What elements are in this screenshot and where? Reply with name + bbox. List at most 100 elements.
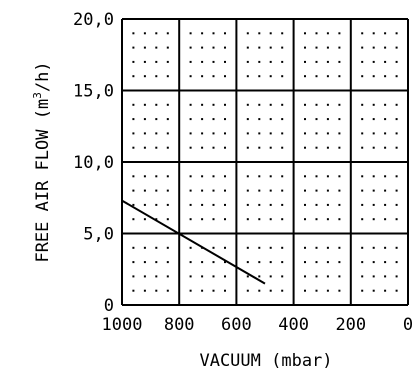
grid-dot (315, 175, 318, 178)
grid-dot (224, 118, 226, 121)
grid-dot (212, 118, 215, 121)
grid-dot (315, 189, 318, 192)
grid-dot (326, 289, 329, 292)
grid-dot (281, 246, 284, 249)
grid-dot (304, 246, 306, 249)
grid-dot (372, 261, 375, 264)
grid-dot (372, 103, 375, 106)
grid-dot (338, 60, 341, 63)
grid-dot (338, 203, 341, 206)
grid-dot (155, 132, 158, 135)
grid-dot (372, 175, 375, 178)
x-tick-label: 800 (164, 315, 195, 335)
grid-dot (201, 189, 204, 192)
grid-dot (143, 289, 146, 292)
grid-dot (395, 189, 398, 192)
grid-dot (395, 75, 398, 78)
grid-dot (189, 289, 192, 292)
grid-dot (384, 175, 387, 178)
grid-dot (315, 261, 318, 264)
grid-dot (132, 75, 135, 78)
grid-dot (143, 118, 146, 121)
grid-dot (281, 275, 284, 278)
grid-dot (384, 261, 387, 264)
grid-dot (269, 289, 272, 292)
grid-dot (338, 103, 341, 106)
grid-dot (224, 132, 226, 135)
grid-dot (201, 203, 204, 206)
grid-dot (258, 261, 261, 264)
grid-dot (372, 289, 375, 292)
grid-dot (132, 175, 135, 178)
grid-dot (224, 275, 226, 278)
grid-dot (155, 118, 158, 121)
grid-dot (246, 203, 249, 206)
grid-dot (132, 146, 135, 149)
grid-dot (212, 46, 215, 49)
grid-dot (155, 32, 158, 35)
grid-dot (212, 32, 215, 35)
grid-dot (372, 203, 375, 206)
grid-dot (246, 146, 249, 149)
grid-dot (315, 146, 318, 149)
grid-dot (132, 32, 135, 35)
grid-dot (281, 46, 284, 49)
grid-dot (384, 103, 387, 106)
grid-dot (315, 60, 318, 63)
grid-dot (246, 118, 249, 121)
grid-dot (258, 246, 261, 249)
grid-dot (281, 189, 284, 192)
grid-dot (395, 175, 398, 178)
grid-dot (372, 46, 375, 49)
grid-dot (224, 203, 226, 206)
series-layer (121, 199, 266, 285)
grid-dot (326, 246, 329, 249)
grid-dot (189, 75, 192, 78)
grid-dot (338, 275, 341, 278)
x-axis-title: VACUUM (mbar) (199, 351, 332, 371)
grid-dot (246, 246, 249, 249)
grid-dot (143, 146, 146, 149)
grid-dot (166, 289, 169, 292)
grid-dot (258, 132, 261, 135)
grid-dot (304, 46, 306, 49)
grid-dot (143, 103, 146, 106)
grid-dot (315, 246, 318, 249)
grid-dot (143, 246, 146, 249)
grid-dot (212, 189, 215, 192)
grid-dot (155, 275, 158, 278)
grid-dot (166, 175, 169, 178)
grid-dot (224, 218, 226, 221)
grid-dot (258, 189, 261, 192)
grid-dot (315, 289, 318, 292)
grid-dot (201, 118, 204, 121)
grid-dot (281, 118, 284, 121)
grid-dot (361, 46, 364, 49)
grid-dot (224, 103, 226, 106)
grid-dot (338, 175, 341, 178)
grid-dot (361, 261, 364, 264)
grid-dot (132, 60, 135, 63)
grid-dot (281, 175, 284, 178)
grid-dot (384, 289, 387, 292)
grid-dot (143, 189, 146, 192)
grid-dot (258, 46, 261, 49)
grid-dot (166, 203, 169, 206)
grid-dot (338, 289, 341, 292)
grid-dot (189, 118, 192, 121)
grid-dot (201, 103, 204, 106)
grid-dot (372, 246, 375, 249)
grid-dot (384, 118, 387, 121)
grid-dot (224, 75, 226, 78)
grid-dot (281, 261, 284, 264)
grid-dot (372, 75, 375, 78)
grid-dot (189, 32, 192, 35)
grid-dot (246, 32, 249, 35)
grid-dot (224, 246, 226, 249)
grid-dot (189, 103, 192, 106)
grid-dot (246, 60, 249, 63)
grid-dot (304, 103, 306, 106)
grid-dot (258, 203, 261, 206)
grid-dot (166, 275, 169, 278)
grid-dot (395, 132, 398, 135)
